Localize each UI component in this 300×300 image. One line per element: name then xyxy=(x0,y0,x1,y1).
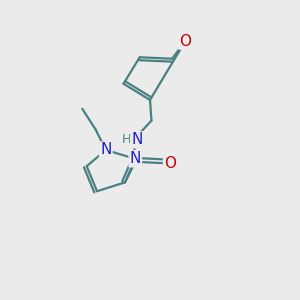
Text: N: N xyxy=(131,132,142,147)
Text: O: O xyxy=(164,156,176,171)
Text: O: O xyxy=(179,34,191,49)
Text: N: N xyxy=(130,151,141,166)
Text: N: N xyxy=(100,142,112,158)
Text: H: H xyxy=(122,133,131,146)
